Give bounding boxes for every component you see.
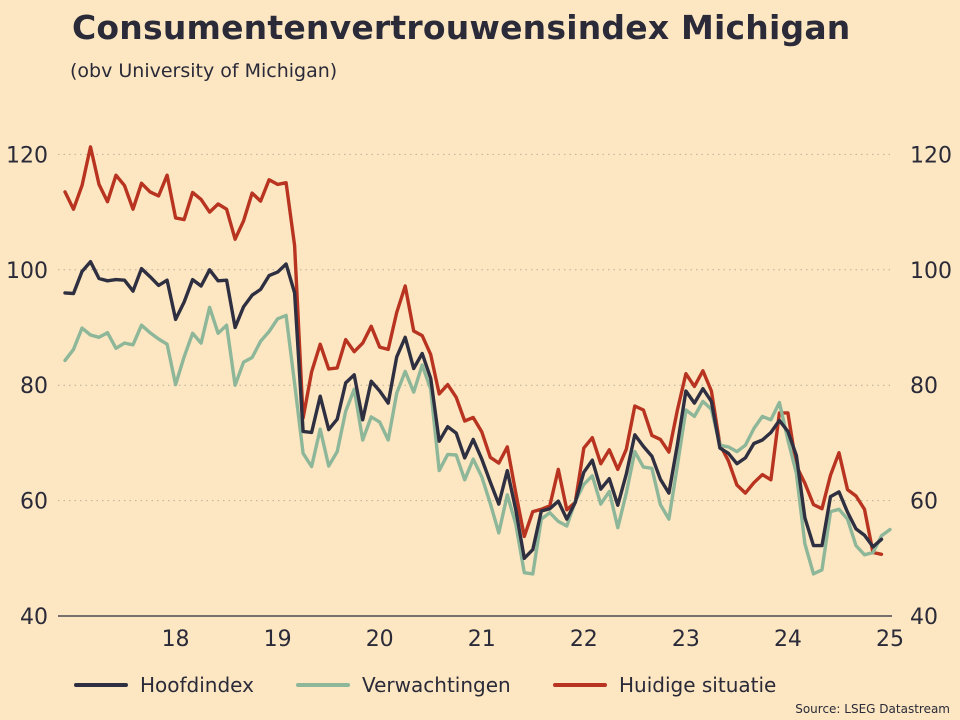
- x-tick-25: 25: [876, 627, 904, 652]
- series-line-hoofdindex: [63, 260, 884, 560]
- legend-label-hoofdindex: Hoofdindex: [140, 673, 254, 697]
- legend-swatch-huidige-situatie: [553, 683, 607, 687]
- series-line-verwachtingen: [63, 305, 892, 576]
- chart-title: Consumentenvertrouwensindex Michigan: [72, 8, 851, 47]
- x-tick-21: 21: [468, 627, 496, 652]
- legend-label-huidige-situatie: Huidige situatie: [619, 673, 777, 697]
- x-tick-24: 24: [774, 627, 802, 652]
- legend-item-huidige-situatie: Huidige situatie: [553, 670, 776, 700]
- y-tick-left-60: 60: [20, 490, 48, 515]
- series-line-huidige-situatie: [63, 145, 884, 556]
- chart-source: Source: LSEG Datastream: [795, 702, 950, 716]
- y-tick-right-60: 60: [910, 490, 938, 515]
- y-tick-left-120: 120: [6, 143, 48, 168]
- y-tick-left-80: 80: [20, 374, 48, 399]
- y-tick-left-40: 40: [20, 605, 48, 630]
- legend-label-verwachtingen: Verwachtingen: [362, 673, 511, 697]
- x-tick-22: 22: [570, 627, 598, 652]
- y-tick-right-80: 80: [910, 374, 938, 399]
- legend-swatch-hoofdindex: [74, 683, 128, 687]
- legend-item-verwachtingen: Verwachtingen: [296, 670, 511, 700]
- chart-subtitle: (obv University of Michigan): [70, 60, 338, 82]
- y-tick-left-100: 100: [6, 259, 48, 284]
- y-tick-right-100: 100: [910, 259, 952, 284]
- x-tick-18: 18: [162, 627, 190, 652]
- x-tick-19: 19: [264, 627, 292, 652]
- y-tick-right-120: 120: [910, 143, 952, 168]
- x-tick-20: 20: [366, 627, 394, 652]
- y-tick-right-40: 40: [910, 605, 938, 630]
- legend-item-hoofdindex: Hoofdindex: [74, 670, 254, 700]
- legend-swatch-verwachtingen: [296, 683, 350, 687]
- x-tick-23: 23: [672, 627, 700, 652]
